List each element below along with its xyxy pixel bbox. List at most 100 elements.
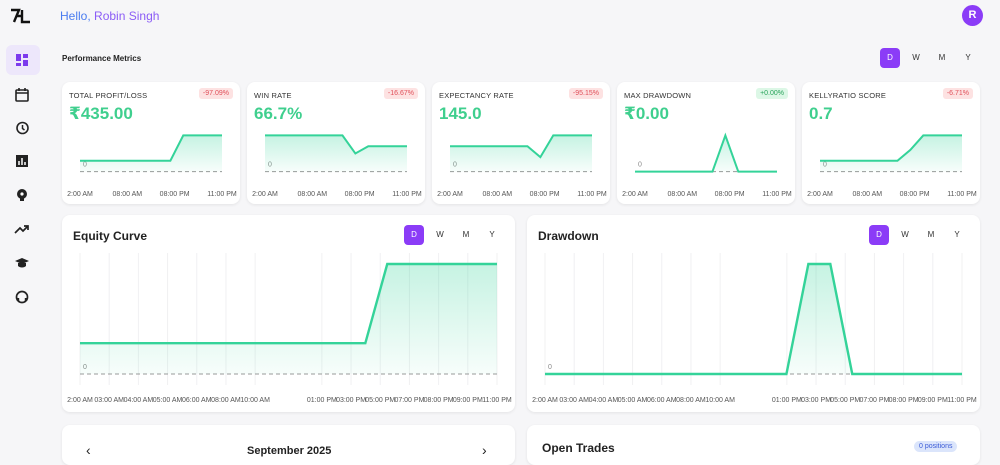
line: [265, 134, 407, 155]
chart: 2:00 AM 03:00 AM 04:00 AM 05:00 AM 06:00 AM 0…: [532, 253, 977, 404]
line: [635, 132, 777, 173]
metric-value: 66.7%: [254, 104, 303, 123]
period-button[interactable]: D: [869, 225, 889, 245]
next-month[interactable]: ›: [482, 442, 487, 458]
month-title: September 2025: [247, 445, 332, 457]
x-tick-label: 08:00 AM: [668, 191, 698, 198]
metric-card: 2:00 AM 08:00 AM 08:00 PM 11:00 PM 0 MAX DRAW…: [617, 82, 795, 204]
x-tick-label: 11:00 PM: [762, 191, 792, 198]
x-tick-label: 2:00 AM: [67, 397, 93, 404]
line: [80, 262, 497, 345]
x-tick-label: 08:00 AM: [211, 397, 241, 404]
line: [820, 134, 962, 162]
x-tick-label: 08:00 AM: [483, 191, 513, 198]
metric-label: TOTAL PROFIT/LOSS: [69, 91, 148, 100]
nav-learn[interactable]: [14, 255, 30, 271]
x-tick-label: 03:00 PM: [801, 397, 831, 404]
logo[interactable]: [10, 8, 32, 24]
line: [545, 262, 962, 376]
x-tick-label: 08:00 PM: [715, 191, 745, 198]
period-button[interactable]: Y: [489, 230, 495, 239]
x-tick-label: 08:00 AM: [853, 191, 883, 198]
period-button[interactable]: W: [436, 230, 444, 239]
badge: 0 positions: [914, 441, 958, 452]
x-tick-label: 08:00 PM: [889, 397, 919, 404]
x-tick-label: 03:00 PM: [336, 397, 366, 404]
period-button[interactable]: D: [880, 48, 900, 68]
period-button[interactable]: D: [404, 225, 424, 245]
metric-value: 0.7: [809, 104, 833, 123]
x-tick-label: 08:00 AM: [298, 191, 328, 198]
x-tick-label: 11:00 PM: [482, 397, 512, 404]
x-tick-label: 08:00 PM: [160, 191, 190, 198]
area-fill: [450, 135, 592, 172]
period-button[interactable]: M: [462, 230, 470, 239]
x-tick-label: 09:00 PM: [453, 397, 483, 404]
x-tick-label: 07:00 PM: [859, 397, 889, 404]
area-fill: [80, 264, 497, 374]
period-button[interactable]: W: [912, 53, 920, 62]
greeting-line: Hello, Robin Singh: [60, 9, 159, 23]
x-tick-label: 10:00 AM: [240, 397, 270, 404]
nav-calendar[interactable]: [14, 87, 30, 103]
open-trades-card: Open Trades 0 positions: [527, 425, 980, 465]
card-title: Equity Curve: [73, 229, 148, 243]
nav-support[interactable]: [14, 289, 30, 305]
x-tick-label: 05:00 PM: [830, 397, 860, 404]
metric-value: ₹435.00: [69, 104, 133, 123]
card-title: Drawdown: [538, 229, 599, 243]
x-tick-label: 07:00 PM: [394, 397, 424, 404]
x-tick-label: 08:00 PM: [345, 191, 375, 198]
metric-change: -6.71%: [942, 88, 973, 99]
metric-label: KELLYRATIO SCORE: [809, 91, 887, 100]
period-button[interactable]: Y: [965, 53, 971, 62]
area-fill: [80, 135, 222, 172]
x-tick-label: 01:00 PM: [772, 397, 802, 404]
nav-insights[interactable]: [14, 187, 30, 203]
x-tick-label: 03:00 AM: [94, 397, 124, 404]
metric-value: 145.0: [439, 104, 482, 123]
x-tick-label: 01:00 PM: [307, 397, 337, 404]
prev-month[interactable]: ‹: [86, 442, 91, 458]
avatar[interactable]: R: [962, 5, 983, 26]
card-title: Open Trades: [542, 441, 615, 455]
x-tick-label: 05:00 PM: [365, 397, 395, 404]
y-tick-label: 0: [548, 364, 552, 371]
nav-trends[interactable]: [14, 221, 30, 237]
period-button[interactable]: W: [901, 230, 909, 239]
nav-dashboard[interactable]: [14, 52, 30, 68]
period-button[interactable]: Y: [954, 230, 960, 239]
nav-reports[interactable]: [14, 153, 30, 169]
metric-label: WIN RATE: [254, 91, 292, 100]
x-tick-label: 2:00 AM: [532, 397, 558, 404]
line: [80, 134, 222, 162]
x-tick-label: 03:00 AM: [559, 397, 589, 404]
nav-history[interactable]: [14, 120, 30, 136]
metric-change: -95.15%: [568, 88, 603, 99]
equity-card: Equity Curve 2:00 AM 03:00 AM 04:00 AM 05:0…: [62, 215, 515, 412]
x-tick-label: 2:00 AM: [252, 191, 278, 198]
x-tick-label: 09:00 PM: [918, 397, 948, 404]
x-tick-label: 04:00 AM: [124, 397, 154, 404]
calendar-card: ‹ September 2025 ›: [62, 425, 515, 465]
area-fill: [545, 264, 962, 374]
line: [450, 134, 592, 159]
x-tick-label: 05:00 AM: [618, 397, 648, 404]
chart: 2:00 AM 03:00 AM 04:00 AM 05:00 AM 06:00 AM 0…: [67, 253, 512, 404]
section-title: Performance Metrics: [62, 54, 142, 63]
metric-value: ₹0.00: [624, 104, 669, 123]
metric-change: -16.67%: [383, 88, 418, 99]
period-button[interactable]: M: [927, 230, 935, 239]
metric-label: EXPECTANCY RATE: [439, 91, 514, 100]
x-tick-label: 2:00 AM: [437, 191, 463, 198]
x-tick-label: 11:00 PM: [392, 191, 422, 198]
period-button[interactable]: M: [938, 53, 946, 62]
x-tick-label: 10:00 AM: [705, 397, 735, 404]
drawdown-card: Drawdown 2:00 AM 03:00 AM 04:00 AM 05:00 AM…: [527, 215, 980, 412]
metric-label: MAX DRAWDOWN: [624, 91, 692, 100]
area-fill: [820, 135, 962, 172]
